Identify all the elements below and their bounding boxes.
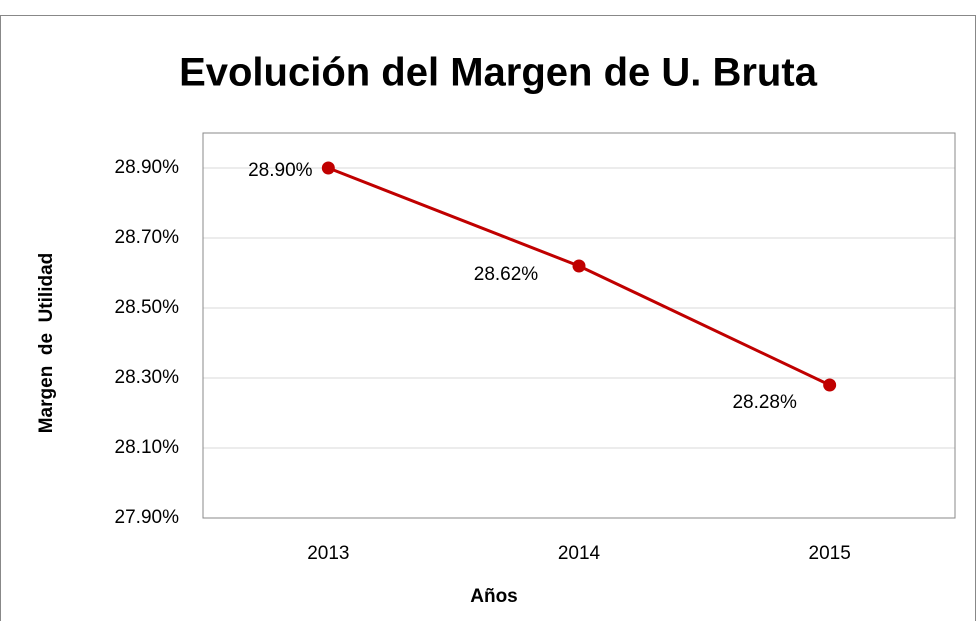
data-label: 28.28% [732, 392, 797, 413]
data-point [572, 259, 586, 273]
data-point [823, 378, 837, 392]
y-tick-label: 28.90% [115, 157, 180, 178]
chart-border [0, 15, 976, 621]
y-tick-label: 28.70% [115, 227, 180, 248]
y-axis-label: Margen de Utilidad [36, 253, 57, 434]
y-tick-label: 28.30% [115, 367, 180, 388]
data-label: 28.90% [248, 160, 313, 181]
x-tick-label: 2015 [809, 543, 851, 564]
plot-area [202, 132, 956, 519]
x-tick-label: 2014 [558, 543, 601, 564]
data-label: 28.62% [474, 264, 539, 285]
y-tick-label: 27.90% [115, 507, 180, 528]
data-point [321, 161, 335, 175]
x-tick-label: 2013 [307, 543, 349, 564]
x-axis-label: Años [470, 586, 518, 607]
y-tick-label: 28.10% [115, 437, 180, 458]
y-tick-label: 28.50% [115, 297, 180, 318]
chart-title: Evolución del Margen de U. Bruta [179, 51, 818, 95]
